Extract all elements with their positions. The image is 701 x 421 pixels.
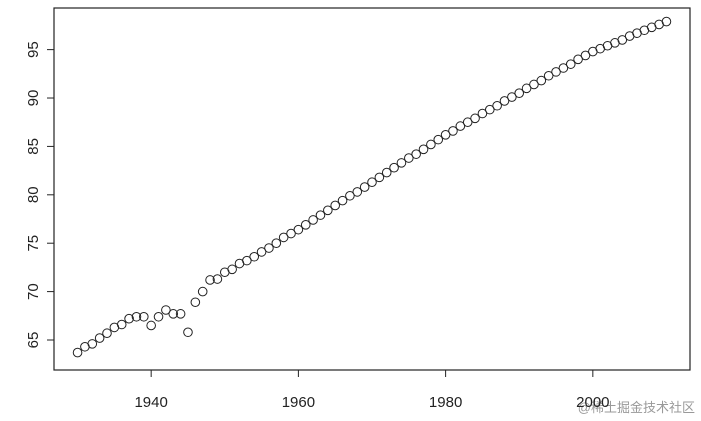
point [153, 311, 164, 322]
point [242, 255, 252, 266]
point [381, 167, 392, 178]
point [124, 313, 134, 324]
point [573, 54, 583, 65]
point [278, 232, 289, 243]
point [345, 190, 355, 201]
point [183, 327, 193, 338]
point [227, 264, 237, 275]
x-tick-label: 1980 [429, 394, 462, 411]
point [212, 274, 223, 284]
point [565, 59, 576, 69]
x-tick-label: 1960 [282, 394, 315, 411]
point [499, 96, 510, 106]
y-tick-label: 75 [25, 235, 42, 252]
x-tick-label: 2000 [576, 394, 609, 411]
y-tick-label: 85 [25, 138, 42, 155]
y-tick-label: 95 [25, 41, 42, 58]
point [102, 328, 112, 339]
point [271, 238, 282, 249]
point [492, 100, 502, 111]
point [418, 144, 429, 155]
point [521, 83, 532, 94]
y-tick-label: 80 [25, 186, 42, 203]
point [529, 79, 539, 90]
point [470, 113, 480, 124]
point [440, 129, 451, 140]
point [367, 177, 377, 188]
y-tick-label: 65 [25, 332, 42, 349]
point [536, 75, 547, 86]
point [190, 297, 201, 308]
y-tick-label: 90 [25, 90, 42, 107]
point [448, 126, 458, 136]
point [661, 16, 672, 27]
y-tick-label: 70 [25, 283, 42, 300]
point [337, 195, 348, 206]
point [205, 275, 215, 285]
point [116, 319, 127, 330]
point [72, 347, 83, 358]
point [315, 210, 326, 220]
point [580, 50, 591, 61]
point [330, 200, 340, 211]
point [374, 172, 385, 183]
point [411, 149, 421, 159]
point [87, 339, 98, 349]
point [197, 286, 208, 297]
point [300, 220, 311, 230]
watermark: @稀土掘金技术社区 [578, 400, 695, 415]
point [161, 305, 171, 315]
point [551, 67, 561, 77]
point [484, 104, 495, 115]
point [507, 92, 517, 102]
point [286, 228, 296, 239]
point [426, 139, 436, 150]
point [249, 251, 260, 262]
point [617, 35, 628, 45]
point [139, 311, 149, 322]
point [462, 117, 473, 128]
point [256, 247, 267, 257]
point [359, 182, 370, 192]
point [543, 70, 554, 81]
point [558, 63, 569, 73]
point [477, 108, 488, 119]
point [323, 205, 333, 216]
point [168, 309, 179, 319]
x-tick-label: 1940 [134, 394, 167, 411]
point [94, 333, 105, 343]
point [389, 162, 399, 173]
point [433, 134, 444, 145]
point [175, 309, 186, 319]
point [146, 320, 156, 331]
point [352, 187, 363, 197]
point [293, 224, 304, 235]
point [404, 153, 414, 163]
plot-box [53, 7, 691, 371]
point [308, 215, 318, 225]
point [264, 243, 274, 253]
point [131, 311, 142, 322]
point [514, 88, 525, 98]
point [455, 121, 466, 131]
point [396, 158, 407, 168]
